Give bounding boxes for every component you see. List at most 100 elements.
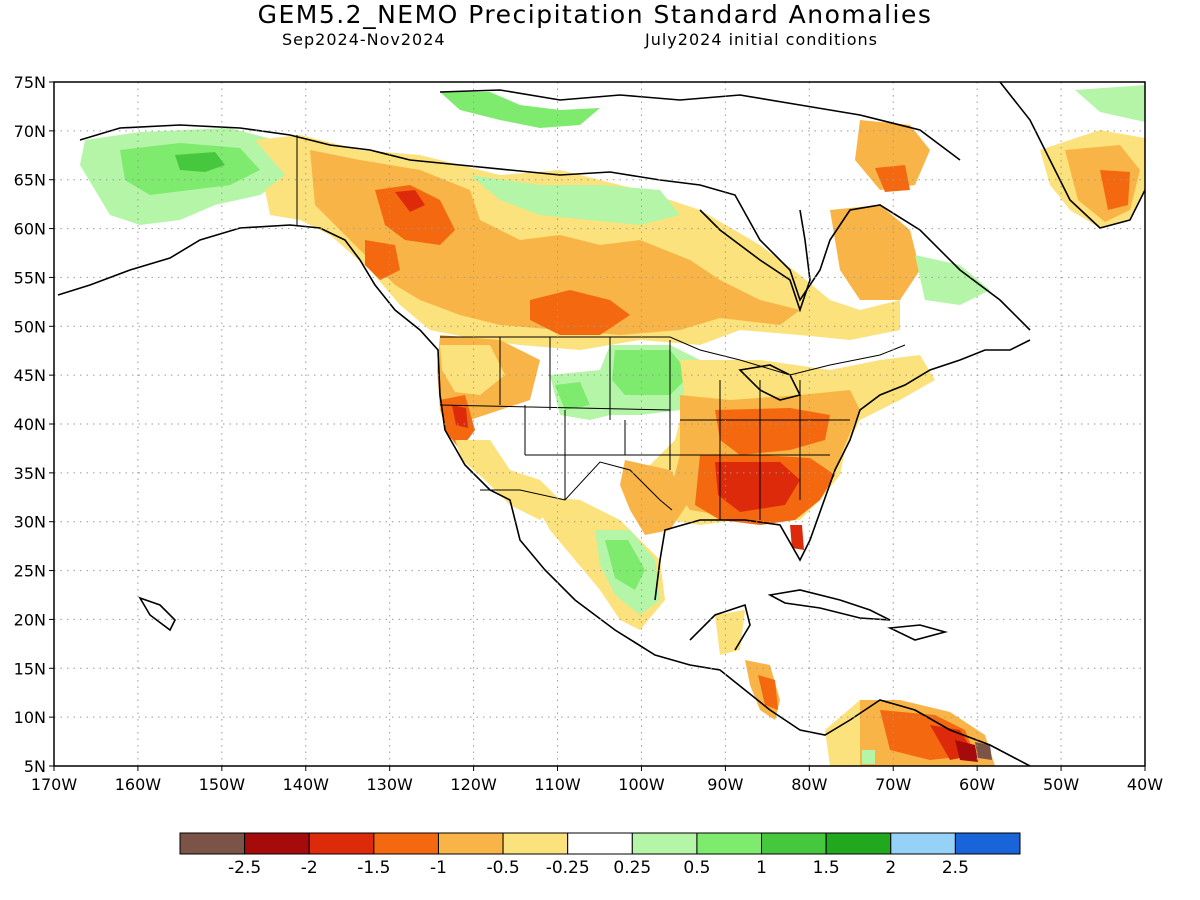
colorbar-swatch bbox=[308, 832, 375, 855]
lon-tick-label: 70W bbox=[875, 775, 911, 794]
montana-wet bbox=[555, 382, 590, 410]
lon-tick-label: 40W bbox=[1127, 775, 1163, 794]
colorbar-swatch bbox=[825, 832, 892, 855]
alaska-dry-edge bbox=[255, 135, 300, 220]
alaska-wet-center bbox=[175, 152, 225, 172]
lon-tick-label: 140W bbox=[283, 775, 330, 794]
cuba-coastline bbox=[767, 589, 891, 621]
lat-tick-label: 40N bbox=[14, 415, 46, 434]
lat-tick-label: 10N bbox=[14, 708, 46, 727]
lon-tick-label: 170W bbox=[31, 775, 78, 794]
lat-tick-label: 55N bbox=[14, 268, 46, 287]
lon-tick-label: 110W bbox=[534, 775, 581, 794]
hudson-bay-coastline bbox=[699, 209, 811, 313]
colorbar-label: -2.5 bbox=[228, 858, 261, 878]
colorbar-label: 1.5 bbox=[813, 858, 840, 878]
north-america-coastline bbox=[57, 224, 1031, 766]
guiana-extreme-dry bbox=[975, 742, 992, 760]
lat-tick-label: 35N bbox=[14, 464, 46, 483]
yukon-core-dry bbox=[395, 190, 425, 212]
baffin-strong-dry bbox=[875, 165, 910, 192]
mexico-wet-core bbox=[605, 540, 645, 590]
lat-tick-label: 75N bbox=[14, 73, 46, 92]
colorbar-label: 0.25 bbox=[613, 858, 651, 878]
lon-tick-label: 80W bbox=[791, 775, 827, 794]
yucatan-coastline bbox=[689, 603, 751, 651]
texas-dry bbox=[620, 460, 690, 535]
colorbar-label: 0.5 bbox=[683, 858, 710, 878]
colorbar-swatch bbox=[244, 832, 310, 855]
map-layers bbox=[80, 85, 1145, 766]
colorbar-swatch bbox=[954, 832, 1021, 855]
california-core-dry bbox=[452, 405, 468, 428]
greenland-wet bbox=[1075, 85, 1145, 122]
venezuela-extreme-dry bbox=[955, 740, 978, 762]
gulf-coastline bbox=[654, 339, 1031, 601]
lat-tick-label: 65N bbox=[14, 171, 46, 190]
lon-tick-label: 120W bbox=[450, 775, 497, 794]
lon-tick-label: 150W bbox=[199, 775, 246, 794]
nunavut-wet bbox=[470, 175, 680, 225]
colorbar-label: -2 bbox=[301, 858, 318, 878]
us-canada-border bbox=[440, 336, 906, 376]
hawaii-outline bbox=[138, 596, 176, 632]
colorbar-swatch bbox=[631, 832, 698, 855]
southeast-us-core-dry bbox=[715, 462, 800, 512]
yucatan-dry bbox=[715, 610, 745, 655]
bc-strong-dry bbox=[365, 240, 400, 280]
central-america-strong-dry bbox=[758, 675, 778, 710]
lat-tick-label: 45N bbox=[14, 366, 46, 385]
florida-core-dry bbox=[790, 525, 804, 550]
political-boundaries bbox=[296, 135, 906, 520]
lat-tick-label: 70N bbox=[14, 122, 46, 141]
colorbar-swatch bbox=[890, 832, 956, 855]
initial-conditions-subtitle: July2024 initial conditions bbox=[645, 30, 878, 49]
chart-title: GEM5.2_NEMO Precipitation Standard Anoma… bbox=[257, 0, 933, 29]
colorbar-label: 2.5 bbox=[942, 858, 969, 878]
colorbar-swatch bbox=[696, 832, 763, 855]
pacific-nw-light-dry bbox=[440, 345, 505, 395]
lat-tick-label: 50N bbox=[14, 317, 46, 336]
colorbar-label: -0.25 bbox=[546, 858, 590, 878]
hispaniola-coastline bbox=[887, 624, 949, 641]
arctic-islands-wet bbox=[440, 92, 600, 128]
yukon-strong-dry bbox=[375, 185, 455, 245]
us-state-lines bbox=[439, 337, 850, 520]
quebec-dry bbox=[830, 205, 920, 300]
colorbar-label: -0.5 bbox=[486, 858, 519, 878]
colorbar-label: -1 bbox=[430, 858, 447, 878]
lon-tick-label: 50W bbox=[1043, 775, 1079, 794]
us-mexico-border bbox=[480, 461, 673, 511]
colorbar-swatch bbox=[179, 832, 246, 855]
colorbar-swatch bbox=[373, 832, 439, 855]
labrador-wet bbox=[915, 255, 990, 305]
colorbar-label: 1 bbox=[756, 858, 767, 878]
arctic-islands-coastline bbox=[439, 89, 961, 161]
longitude-ticks: 170W 160W 150W 140W 130W 120W 110W 100W 90W 80W 70… bbox=[31, 766, 1163, 794]
baffin-dry bbox=[855, 120, 930, 190]
lat-tick-label: 5N bbox=[24, 757, 46, 776]
colorbar-swatch bbox=[761, 832, 827, 855]
season-subtitle: Sep2024-Nov2024 bbox=[282, 30, 446, 49]
lon-tick-label: 130W bbox=[367, 775, 414, 794]
lon-tick-label: 90W bbox=[707, 775, 743, 794]
greenland-coastline bbox=[999, 82, 1145, 229]
lat-tick-label: 20N bbox=[14, 610, 46, 629]
lat-tick-label: 15N bbox=[14, 659, 46, 678]
lat-tick-label: 25N bbox=[14, 562, 46, 581]
lon-tick-label: 160W bbox=[115, 775, 162, 794]
colorbar-label: 2 bbox=[885, 858, 896, 878]
colorbar-swatch bbox=[437, 832, 504, 855]
colorbar: -2.5 -2 -1.5 -1 -0.5 -0.25 0.25 0.5 1 1.5 2 2.5 bbox=[179, 832, 1021, 878]
lat-tick-label: 30N bbox=[14, 513, 46, 532]
caribbean-wet bbox=[862, 750, 875, 764]
colorbar-label: -1.5 bbox=[357, 858, 390, 878]
latitude-ticks: 75N 70N 65N 60N 55N 50N 45N 40N 35N 30N 25N 20N 15N 1… bbox=[14, 73, 54, 776]
lon-tick-label: 100W bbox=[618, 775, 665, 794]
lat-tick-label: 60N bbox=[14, 220, 46, 239]
prairies-strong-dry bbox=[530, 290, 630, 335]
colorbar-swatch bbox=[567, 832, 633, 855]
colorbar-swatch bbox=[502, 832, 569, 855]
lon-tick-label: 60W bbox=[959, 775, 995, 794]
